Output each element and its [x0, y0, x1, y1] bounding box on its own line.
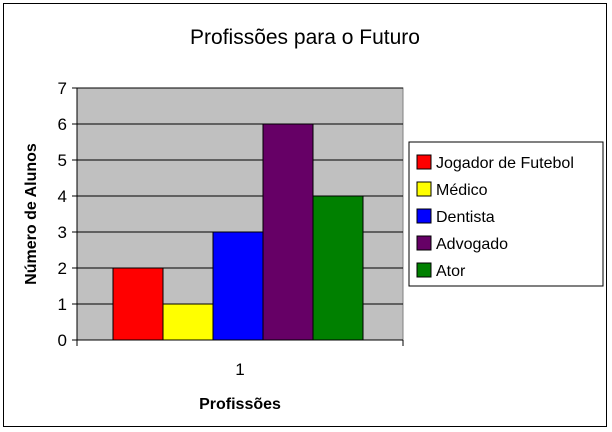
legend-label: Médico [436, 182, 488, 199]
y-axis-title: Número de Alunos [23, 143, 40, 285]
bar [312, 195, 364, 341]
legend-swatch [416, 208, 432, 224]
legend-box [408, 141, 604, 287]
y-tick-label: 4 [58, 187, 67, 206]
x-tick-label: 1 [235, 360, 244, 379]
y-tick-label: 1 [58, 295, 67, 314]
legend: Jogador de Futebol Médico Dentista Advogado… [416, 154, 574, 280]
y-tick-label: 6 [58, 115, 67, 134]
legend-label: Jogador de Futebol [436, 155, 574, 172]
chart-title: Profissões para o Futuro [190, 26, 420, 49]
x-ticks: 1 [76, 340, 404, 379]
legend-swatch [416, 181, 432, 197]
legend-swatch [416, 154, 432, 170]
y-tick-label: 7 [58, 79, 67, 98]
y-tick-label: 2 [58, 259, 67, 278]
bar [112, 267, 164, 341]
y-tick-label: 5 [58, 151, 67, 170]
bar [212, 231, 264, 341]
legend-swatch [416, 235, 432, 251]
x-axis-title: Profissões [199, 396, 281, 413]
y-tick-label: 3 [58, 223, 67, 242]
legend-label: Advogado [436, 236, 508, 253]
legend-label: Dentista [436, 209, 495, 226]
y-tick-label: 0 [58, 331, 67, 350]
legend-label: Ator [436, 263, 466, 280]
bar [262, 123, 314, 341]
y-ticks: 0 1 2 3 4 5 6 7 [58, 79, 77, 350]
bars [112, 123, 364, 341]
bar [162, 303, 214, 341]
legend-swatch [416, 262, 432, 278]
